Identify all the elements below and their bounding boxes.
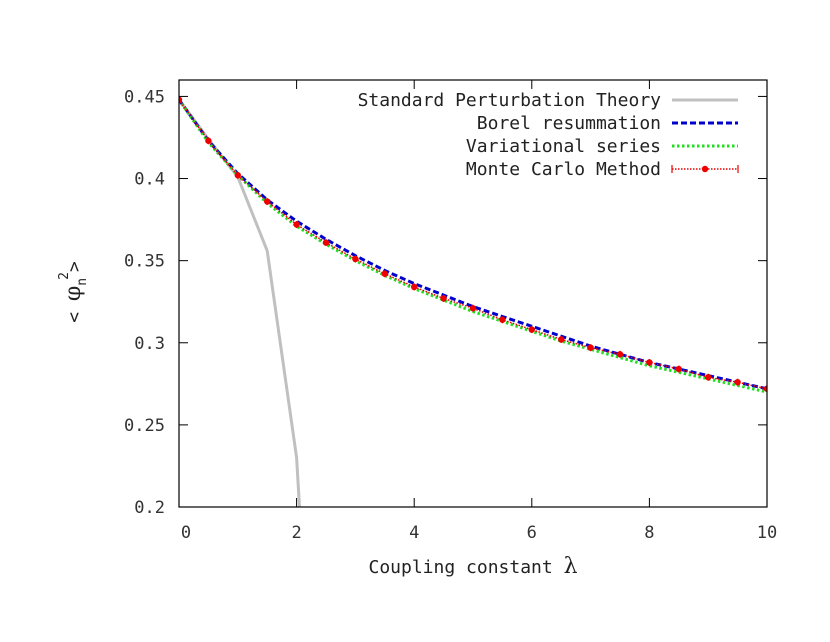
legend-point-marker: [701, 165, 709, 173]
point-marker: [558, 336, 565, 343]
monte-carlo-method-point: [646, 358, 653, 366]
y-axis: 0.2 0.25 0.3 0.35 0.4 0.45: [124, 87, 767, 518]
monte-carlo-method-point: [675, 365, 682, 373]
x-axis-label: Coupling constant λ: [368, 554, 577, 579]
monte-carlo-method-point: [293, 221, 300, 229]
monte-carlo-method-point: [352, 255, 359, 263]
legend-entry-variational-series: Variational series: [466, 136, 738, 157]
legend-entry-borel-resummation: Borel resummation: [477, 113, 738, 134]
point-marker: [411, 283, 418, 291]
standard-perturbation-theory-line: [179, 98, 301, 507]
y-tick-label: 0.4: [134, 170, 165, 190]
monte-carlo-method-point: [440, 294, 447, 302]
point-marker: [469, 305, 477, 312]
legend-label: Monte Carlo Method: [466, 159, 661, 180]
x-tick-label: 10: [757, 523, 777, 543]
series-layer: [179, 96, 767, 507]
point-marker: [381, 270, 388, 277]
x-tick-label: 0: [181, 523, 191, 543]
monte-carlo-method-point: [264, 198, 271, 206]
point-marker: [675, 365, 682, 373]
x-tick-label: 2: [291, 523, 301, 543]
monte-carlo-method-point: [469, 304, 477, 312]
monte-carlo-method-point: [179, 96, 183, 104]
y-tick-label: 0.25: [124, 416, 165, 436]
plot-border: [178, 79, 768, 508]
monte-carlo-method-point: [322, 239, 330, 247]
monte-carlo-method-point: [734, 378, 741, 386]
point-marker: [616, 351, 624, 358]
point-marker: [440, 295, 447, 302]
point-marker: [587, 344, 594, 351]
x-tick-label: 8: [644, 523, 654, 543]
monte-carlo-method-point: [616, 350, 624, 358]
y-tick-label: 0.3: [134, 334, 165, 354]
point-marker: [646, 359, 653, 366]
point-marker: [734, 378, 741, 386]
legend-label: Standard Perturbation Theory: [358, 90, 662, 111]
y-tick-label: 0.35: [124, 252, 165, 272]
x-tick-label: 4: [409, 523, 419, 543]
monte-carlo-method-point: [763, 385, 767, 393]
monte-carlo-method-point: [705, 373, 712, 381]
point-marker: [352, 255, 359, 263]
point-marker: [322, 239, 330, 246]
y-tick-label: 0.2: [134, 498, 165, 518]
plot-frame: [178, 79, 768, 508]
point-marker: [234, 172, 241, 179]
y-tick-label: 0.45: [124, 87, 165, 107]
monte-carlo-method-point: [528, 326, 535, 334]
monte-carlo-method-line: [179, 99, 767, 390]
legend-entry-standard-perturbation-theory: Standard Perturbation Theory: [358, 90, 738, 111]
x-tick-label: 6: [527, 523, 537, 543]
point-marker: [499, 316, 506, 323]
monte-carlo-method-point: [587, 344, 594, 352]
point-marker: [705, 374, 712, 381]
legend-label: Borel resummation: [477, 113, 661, 134]
y-axis-label: < φn2>: [57, 261, 90, 323]
point-marker: [763, 385, 767, 392]
monte-carlo-method-point: [499, 316, 506, 324]
monte-carlo-method-point: [558, 335, 565, 343]
point-marker: [293, 221, 300, 228]
legend-entry-monte-carlo-method: Monte Carlo Method: [466, 159, 739, 180]
monte-carlo-method-point: [411, 283, 418, 291]
point-marker: [179, 96, 183, 103]
x-axis: 0 2 4 6 8 10: [178, 80, 777, 543]
legend-label: Variational series: [466, 136, 661, 157]
point-marker: [205, 137, 212, 144]
point-marker: [264, 198, 271, 205]
monte-carlo-method-point: [234, 171, 241, 179]
monte-carlo-method-point: [381, 270, 388, 278]
monte-carlo-method-point: [205, 137, 212, 145]
point-marker: [528, 326, 535, 333]
